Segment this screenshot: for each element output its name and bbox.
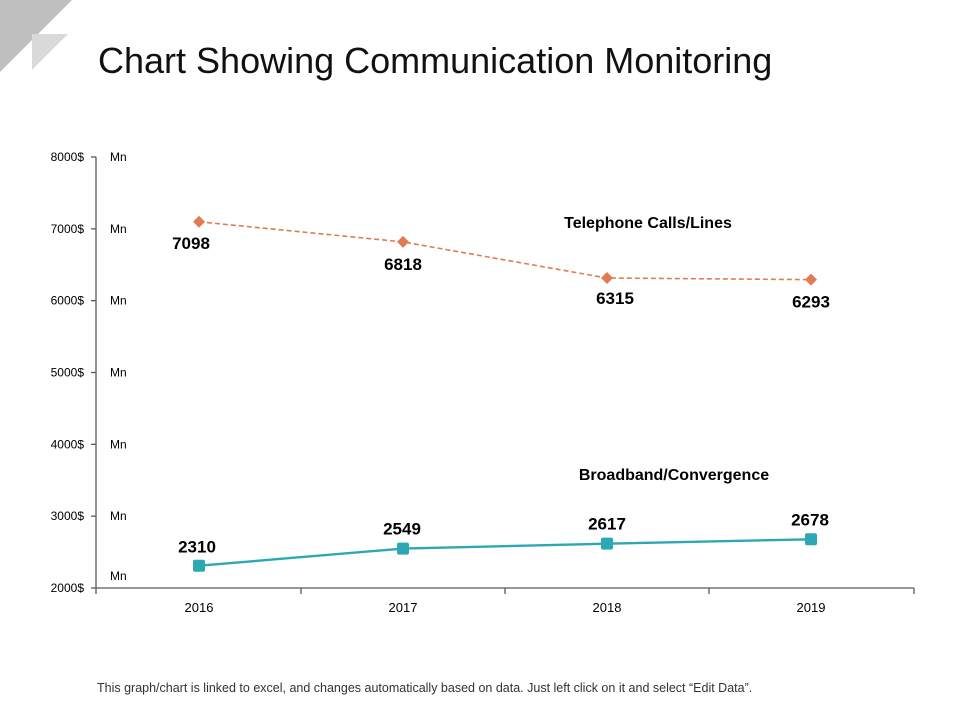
y-tick-label: 2000$	[51, 581, 85, 595]
x-tick-label: 2016	[185, 600, 214, 615]
y-tick-label: 6000$	[51, 294, 85, 308]
y-unit-label: Mn	[110, 366, 127, 380]
y-unit-label: Mn	[110, 294, 127, 308]
data-point-marker	[601, 537, 613, 550]
y-tick-label: 8000$	[51, 150, 85, 164]
data-point-marker	[805, 533, 817, 546]
data-point-marker	[397, 235, 409, 248]
chart-axes: 2000$ Mn 3000$ Mn 4000$ Mn 5000$ Mn 6000$ Mn 7000$…	[51, 150, 915, 615]
data-label: 7098	[172, 234, 210, 253]
page-title: Chart Showing Communication Monitoring	[98, 40, 773, 81]
data-point-marker	[397, 542, 409, 555]
x-tick-label: 2018	[593, 600, 622, 615]
y-unit-label: Mn	[110, 222, 127, 236]
data-label: 2310	[178, 538, 216, 557]
footnote: This graph/chart is linked to excel, and…	[97, 681, 753, 695]
y-tick-label: 3000$	[51, 509, 85, 523]
corner-decoration	[0, 0, 72, 72]
chart-labels: 7098 6818 6315 6293 Telephone Calls/Lines 231…	[172, 215, 830, 557]
data-label: 6293	[792, 293, 830, 312]
y-unit-label: Mn	[110, 150, 127, 164]
y-tick-label: 7000$	[51, 222, 85, 236]
y-unit-label: Mn	[110, 509, 127, 523]
x-tick-label: 2017	[389, 600, 418, 615]
data-label: 6315	[596, 289, 634, 308]
data-label: 6818	[384, 255, 422, 274]
series-line	[198, 538, 812, 567]
series-name-label: Broadband/Convergence	[579, 467, 769, 484]
data-point-marker	[193, 559, 205, 572]
data-label: 2549	[383, 520, 421, 539]
y-unit-label: Mn	[110, 437, 127, 451]
y-unit-label: Mn	[110, 569, 127, 583]
chart-series	[193, 215, 817, 572]
x-tick-label: 2019	[797, 600, 826, 615]
series-line	[198, 220, 812, 281]
y-tick-label: 5000$	[51, 366, 85, 380]
y-tick-label: 4000$	[51, 437, 85, 451]
series-name-label: Telephone Calls/Lines	[564, 215, 732, 232]
data-point-marker	[601, 272, 613, 285]
data-label: 2678	[791, 510, 829, 529]
data-point-marker	[193, 215, 205, 228]
data-point-marker	[805, 273, 817, 286]
data-label: 2617	[588, 515, 626, 534]
